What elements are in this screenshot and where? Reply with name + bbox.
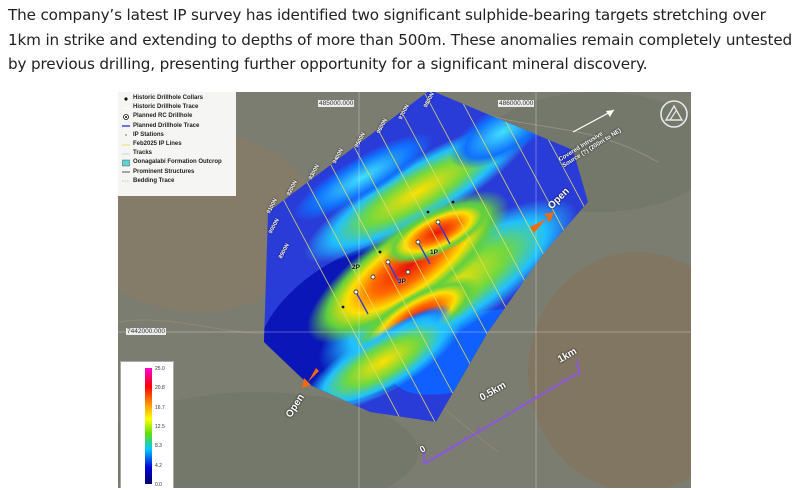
company-logo xyxy=(660,100,688,128)
legend-item-tracks: Tracks xyxy=(121,149,236,158)
colour-scale-tick: 0.0 xyxy=(155,482,162,488)
target-label-1p: 1P xyxy=(430,249,438,256)
colour-scale-bar xyxy=(145,368,152,484)
legend-item-planned-rc: Planned RC Drillhole xyxy=(121,112,236,121)
easting-label-1: 485000.000 xyxy=(318,100,355,107)
open-arrow-ne-icon xyxy=(530,212,554,233)
bedding-icon xyxy=(121,177,131,185)
legend-label: Tracks xyxy=(133,150,153,157)
colour-scale-tick: 16.7 xyxy=(155,404,165,411)
legend-label: Feb2025 IP Lines xyxy=(133,141,182,148)
target-label-2p: 2P xyxy=(352,264,360,271)
colour-scale-tick: 12.5 xyxy=(155,424,165,430)
legend-label: IP Stations xyxy=(133,131,164,138)
map-legend: Historic Drillhole Collars Historic Drill… xyxy=(118,92,236,196)
planned-trace-icon xyxy=(121,122,131,130)
target-label-3p: 3P xyxy=(398,278,406,285)
legend-item-ip-lines: Feb2025 IP Lines xyxy=(121,140,236,149)
ip-stations-icon xyxy=(121,131,131,139)
historic-trace-icon xyxy=(121,104,131,112)
legend-label: Prominent Structures xyxy=(133,168,195,175)
legend-label: Historic Drillhole Collars xyxy=(133,95,204,101)
easting-label-2: 486000.000 xyxy=(498,100,535,107)
northing-label: 7442000.000 xyxy=(126,328,166,335)
legend-item-structures: Prominent Structures xyxy=(121,168,236,177)
legend-item-historic-trace: Historic Drillhole Trace xyxy=(121,103,236,112)
legend-item-historic-collar: Historic Drillhole Collars xyxy=(121,94,236,103)
legend-item-ip-stations: IP Stations xyxy=(121,131,236,140)
legend-label: Bedding Trace xyxy=(133,177,175,184)
legend-item-outcrop: Oonagalabi Formation Outcrop xyxy=(121,158,236,167)
ip-lines-icon xyxy=(121,141,131,149)
legend-item-bedding: Bedding Trace xyxy=(121,177,236,186)
outcrop-icon xyxy=(121,159,131,167)
map-canvas xyxy=(118,92,691,488)
ip-survey-map: Historic Drillhole Collars Historic Drill… xyxy=(118,92,691,488)
legend-label: Historic Drillhole Trace xyxy=(133,104,199,111)
colour-scale-tick: 8.3 xyxy=(155,443,162,450)
colour-scale-tick: 20.8 xyxy=(155,385,165,392)
historic-collar-icon xyxy=(121,95,131,103)
colour-scale-tick: 4.2 xyxy=(155,462,162,469)
tracks-icon xyxy=(121,150,131,158)
legend-label: Planned Drillhole Trace xyxy=(133,122,200,129)
colour-scale-tick: 25.0 xyxy=(155,366,165,372)
article-paragraph: The company’s latest IP survey has ident… xyxy=(8,6,793,73)
legend-item-planned-trace: Planned Drillhole Trace xyxy=(121,122,236,131)
legend-label: Oonagalabi Formation Outcrop xyxy=(133,159,222,166)
chargeability-colour-scale: 25.0 20.8 16.7 12.5 8.3 4.2 0.0 xyxy=(120,361,174,488)
planned-rc-icon xyxy=(121,113,131,121)
legend-label: Planned RC Drillhole xyxy=(133,113,193,120)
structures-icon xyxy=(121,168,131,176)
open-arrow-sw-icon xyxy=(302,368,319,388)
